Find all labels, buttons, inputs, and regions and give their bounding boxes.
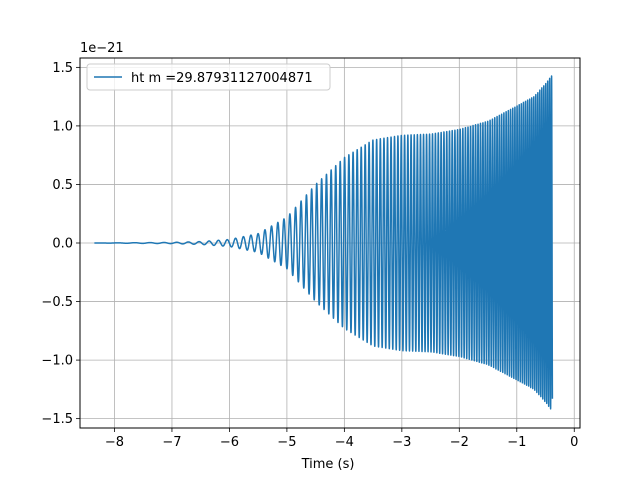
x-tick-label: −1 <box>507 435 526 450</box>
legend-label: ht m =29.87931127004871 <box>131 71 313 86</box>
plot-area <box>93 75 554 410</box>
x-axis-label: Time (s) <box>301 457 355 472</box>
y-tick-label: 0.0 <box>52 237 73 252</box>
x-axis-ticks: −8 −7 −6 −5 −4 −3 −2 −1 0 <box>105 428 578 450</box>
y-tick-label: −1.5 <box>41 412 73 427</box>
series-line-ht <box>93 75 554 410</box>
y-tick-label: 1.5 <box>52 61 73 76</box>
x-tick-label: −4 <box>335 435 354 450</box>
x-tick-label: −2 <box>450 435 469 450</box>
y-tick-label: 1.0 <box>52 119 73 134</box>
y-tick-label: 0.5 <box>52 178 73 193</box>
y-axis-offset-label: 1e−21 <box>80 41 124 56</box>
x-tick-label: −5 <box>277 435 296 450</box>
y-axis-ticks: −1.5 −1.0 −0.5 0.0 0.5 1.0 1.5 <box>41 61 80 427</box>
y-tick-label: −1.0 <box>41 354 73 369</box>
legend: ht m =29.87931127004871 <box>86 63 331 91</box>
x-tick-label: −6 <box>220 435 239 450</box>
y-tick-label: −0.5 <box>41 295 73 310</box>
x-tick-label: 0 <box>570 435 578 450</box>
legend-box <box>86 63 331 91</box>
x-tick-label: −3 <box>392 435 411 450</box>
x-tick-label: −7 <box>162 435 181 450</box>
x-tick-label: −8 <box>105 435 124 450</box>
